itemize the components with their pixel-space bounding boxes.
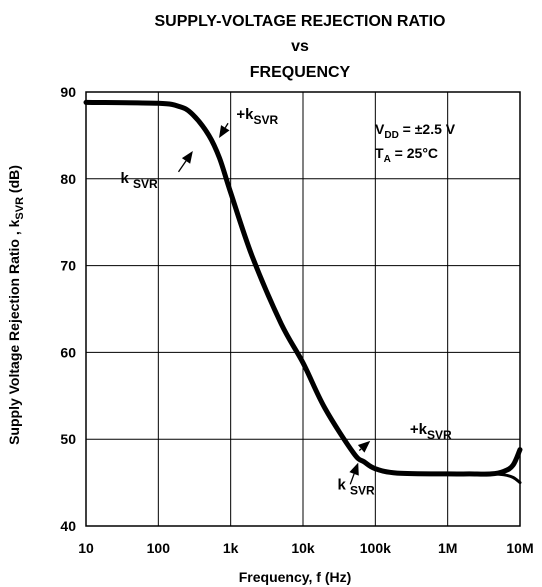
x-tick-label: 100 xyxy=(147,540,171,556)
tick-labels: 10 100 1k 10k 100k 1M 10M 40 50 60 70 80 90 xyxy=(60,84,533,556)
x-tick-label: 1k xyxy=(223,540,239,556)
grid-lines xyxy=(86,92,520,526)
y-tick-label: 50 xyxy=(60,431,76,447)
y-tick-label: 70 xyxy=(60,258,76,274)
chart-title-line-3: FREQUENCY xyxy=(250,64,351,81)
chart-title-line-1: SUPPLY-VOLTAGE REJECTION RATIO xyxy=(155,13,446,30)
x-tick-label: 1M xyxy=(438,540,457,556)
annotations: +kSVR k SVR +kSVR k SVR xyxy=(121,106,452,498)
y-tick-label: 40 xyxy=(60,518,76,534)
plot-frame xyxy=(85,91,521,527)
y-tick-label: 90 xyxy=(60,84,76,100)
x-axis-label: Frequency, f (Hz) xyxy=(239,569,352,585)
series-line xyxy=(84,100,522,485)
x-tick-label: 10M xyxy=(506,540,533,556)
annotation-label: k SVR xyxy=(121,170,159,191)
chart-title-line-2: vs xyxy=(291,38,309,55)
annotation-label: +kSVR xyxy=(410,421,452,442)
annotation-label: k SVR xyxy=(338,477,376,498)
annotation-arrow-head xyxy=(181,151,193,164)
conditions-ta: TA = 25°C xyxy=(375,145,438,165)
annotation-arrow-shaft xyxy=(349,473,355,485)
annotation-arrow-shaft xyxy=(358,448,362,451)
x-tick-label: 10k xyxy=(291,540,315,556)
annotation-arrow-head xyxy=(349,462,359,476)
y-axis-label: Supply Voltage Rejection Ratio , kSVR (d… xyxy=(6,165,26,445)
conditions-vdd: VDD = ±2.5 V xyxy=(375,121,456,141)
y-tick-label: 60 xyxy=(60,344,76,360)
x-tick-label: 10 xyxy=(78,540,94,556)
annotation-arrow-shaft xyxy=(224,122,229,129)
y-tick-label: 80 xyxy=(60,171,76,187)
series-lines xyxy=(83,99,523,485)
annotation-arrow-shaft xyxy=(177,160,187,173)
annotation-label: +kSVR xyxy=(236,106,278,127)
annotation-arrow-head xyxy=(357,440,371,453)
annotation-arrow-head xyxy=(219,125,230,139)
x-tick-label: 100k xyxy=(360,540,391,556)
